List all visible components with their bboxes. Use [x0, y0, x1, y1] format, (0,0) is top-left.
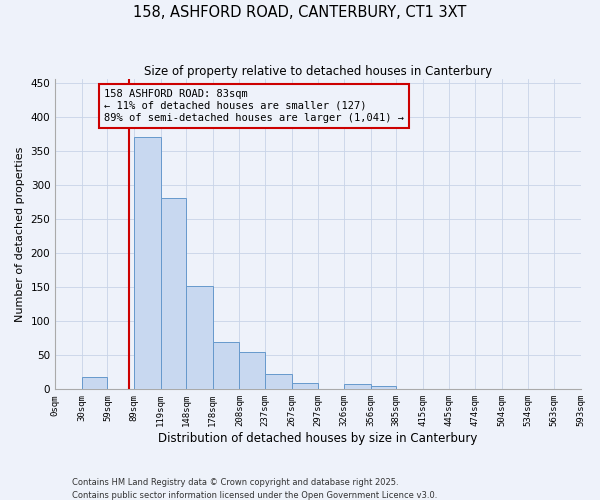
- Bar: [239, 352, 265, 390]
- Bar: [344, 384, 371, 390]
- Text: 158 ASHFORD ROAD: 83sqm
← 11% of detached houses are smaller (127)
89% of semi-d: 158 ASHFORD ROAD: 83sqm ← 11% of detache…: [104, 90, 404, 122]
- Bar: [371, 386, 396, 390]
- Text: 158, ASHFORD ROAD, CANTERBURY, CT1 3XT: 158, ASHFORD ROAD, CANTERBURY, CT1 3XT: [133, 5, 467, 20]
- Y-axis label: Number of detached properties: Number of detached properties: [15, 146, 25, 322]
- Bar: [186, 286, 213, 390]
- Title: Size of property relative to detached houses in Canterbury: Size of property relative to detached ho…: [144, 65, 492, 78]
- Bar: [134, 137, 161, 390]
- X-axis label: Distribution of detached houses by size in Canterbury: Distribution of detached houses by size …: [158, 432, 478, 445]
- Bar: [161, 198, 186, 390]
- Bar: [213, 342, 239, 390]
- Text: Contains HM Land Registry data © Crown copyright and database right 2025.
Contai: Contains HM Land Registry data © Crown c…: [72, 478, 437, 500]
- Bar: [82, 377, 107, 390]
- Bar: [292, 382, 318, 390]
- Bar: [265, 374, 292, 390]
